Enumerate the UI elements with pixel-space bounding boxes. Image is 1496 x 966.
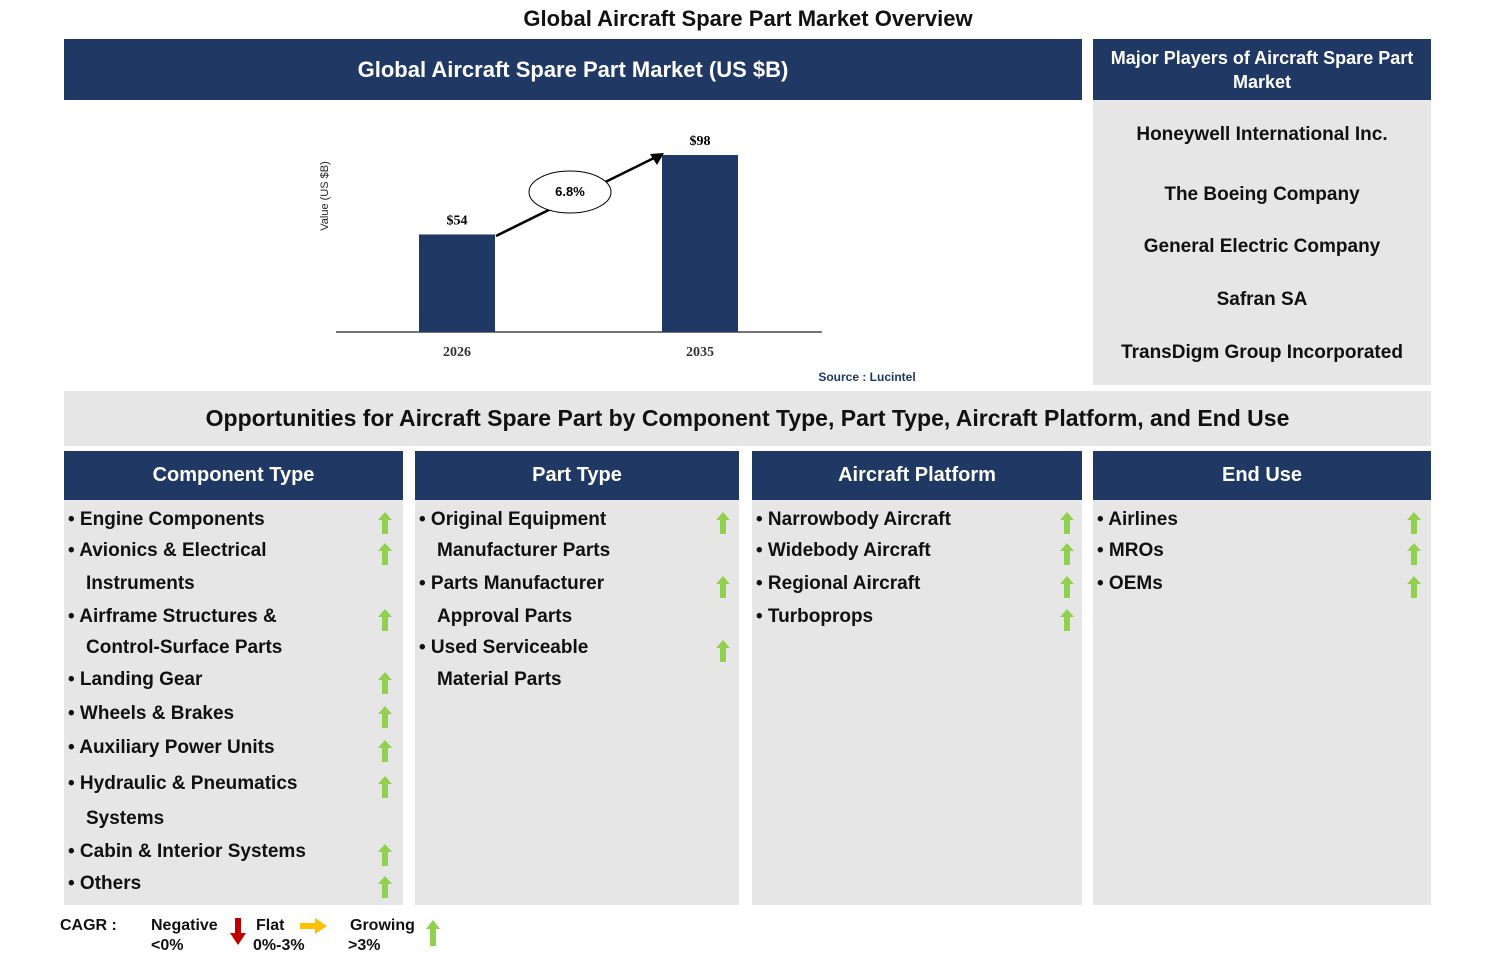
list-item-continuation: Systems <box>86 808 165 829</box>
legend-label: CAGR : <box>60 917 117 934</box>
cagr-label: 6.8% <box>555 184 585 199</box>
up-arrow-icon <box>426 920 440 946</box>
legend-flat-range: 0%-3% <box>253 937 305 954</box>
column-body-component-type: • Engine Components • Avionics & Electric… <box>64 500 403 905</box>
player-item: General Electric Company <box>1143 236 1381 257</box>
list-item: • MROs <box>1097 540 1164 561</box>
column-header-component-type: Component Type <box>64 451 403 500</box>
up-arrow-icon <box>378 672 392 694</box>
up-arrow-icon <box>378 706 392 728</box>
list-item: • Original Equipment <box>419 509 607 530</box>
right-arrow-icon <box>300 918 327 934</box>
list-item-continuation: Instruments <box>86 573 195 594</box>
player-item: Safran SA <box>1216 289 1308 310</box>
list-item: • Airlines <box>1097 509 1178 530</box>
list-item: • Hydraulic & Pneumatics <box>68 773 298 794</box>
list-item-continuation: Manufacturer Parts <box>437 540 611 561</box>
bar-value-label: $98 <box>690 134 711 149</box>
up-arrow-icon <box>1060 543 1074 565</box>
column-header-part-type: Part Type <box>415 451 739 500</box>
up-arrow-icon <box>378 844 392 866</box>
list-item: • Widebody Aircraft <box>756 540 931 561</box>
bar-chart: Value (US $B) $54 2026 $98 2035 6.8% Source… <box>319 134 916 384</box>
chart-header: Global Aircraft Spare Part Market (US $B… <box>64 39 1082 100</box>
players-header: Major Players of Aircraft Spare Part Mar… <box>1093 39 1431 100</box>
list-item: • Auxiliary Power Units <box>68 737 275 758</box>
x-tick-label: 2035 <box>686 345 714 360</box>
list-item: • Narrowbody Aircraft <box>756 509 951 530</box>
column-header-aircraft-platform: Aircraft Platform <box>752 451 1082 500</box>
player-item: TransDigm Group Incorporated <box>1121 342 1403 363</box>
list-item-continuation: Material Parts <box>437 669 562 690</box>
up-arrow-icon <box>378 776 392 798</box>
up-arrow-icon <box>378 543 392 565</box>
legend-negative-label: Negative <box>151 917 218 934</box>
list-item: • Regional Aircraft <box>756 573 921 594</box>
up-arrow-icon <box>716 576 730 598</box>
legend-growing-range: >3% <box>348 937 381 954</box>
up-arrow-icon <box>1060 512 1074 534</box>
x-tick-label: 2026 <box>443 345 471 360</box>
cagr-ellipse <box>528 170 612 214</box>
player-item: Honeywell International Inc. <box>1136 124 1388 145</box>
list-item: • Turboprops <box>756 606 874 627</box>
up-arrow-icon <box>378 512 392 534</box>
list-item: • Engine Components <box>68 509 265 530</box>
bar-2026 <box>419 234 495 332</box>
list-item: • Airframe Structures & <box>68 606 277 627</box>
legend-growing-label: Growing <box>350 917 415 934</box>
up-arrow-icon <box>1060 609 1074 631</box>
up-arrow-icon <box>378 609 392 631</box>
players-panel: Honeywell International Inc. The Boeing … <box>1093 100 1431 385</box>
up-arrow-icon <box>716 512 730 534</box>
bar-2035 <box>662 155 738 332</box>
cagr-arrow-head <box>650 153 664 165</box>
list-item: • Wheels & Brakes <box>68 703 235 724</box>
list-item: • OEMs <box>1097 573 1163 594</box>
list-item-continuation: Control-Surface Parts <box>86 637 283 658</box>
up-arrow-icon <box>378 876 392 898</box>
list-item: • Parts Manufacturer <box>419 573 605 594</box>
column-body-end-use: • Airlines • MROs • OEMs <box>1093 500 1431 905</box>
up-arrow-icon <box>378 740 392 762</box>
source-label: Source : Lucintel <box>818 370 915 384</box>
down-arrow-icon <box>230 918 246 945</box>
up-arrow-icon <box>716 640 730 662</box>
bar-value-label: $54 <box>447 213 468 228</box>
page-title: Global Aircraft Spare Part Market Overvi… <box>523 6 973 31</box>
player-item: The Boeing Company <box>1164 184 1360 205</box>
up-arrow-icon <box>1407 543 1421 565</box>
y-axis-label: Value (US $B) <box>319 161 331 231</box>
legend-flat-label: Flat <box>256 917 285 934</box>
list-item: • Landing Gear <box>68 669 203 690</box>
up-arrow-icon <box>1407 576 1421 598</box>
list-item: • Used Serviceable <box>419 637 589 658</box>
up-arrow-icon <box>1407 512 1421 534</box>
opportunities-banner: Opportunities for Aircraft Spare Part by… <box>64 391 1431 446</box>
legend-negative-range: <0% <box>151 937 184 954</box>
column-body-aircraft-platform: • Narrowbody Aircraft • Widebody Aircraft… <box>752 500 1082 905</box>
list-item: • Avionics & Electrical <box>68 540 267 561</box>
column-body-part-type: • Original Equipment Manufacturer Parts • … <box>415 500 739 905</box>
list-item: • Cabin & Interior Systems <box>68 841 306 862</box>
up-arrow-icon <box>1060 576 1074 598</box>
list-item: • Others <box>68 873 142 894</box>
column-header-end-use: End Use <box>1093 451 1431 500</box>
list-item-continuation: Approval Parts <box>437 606 573 627</box>
